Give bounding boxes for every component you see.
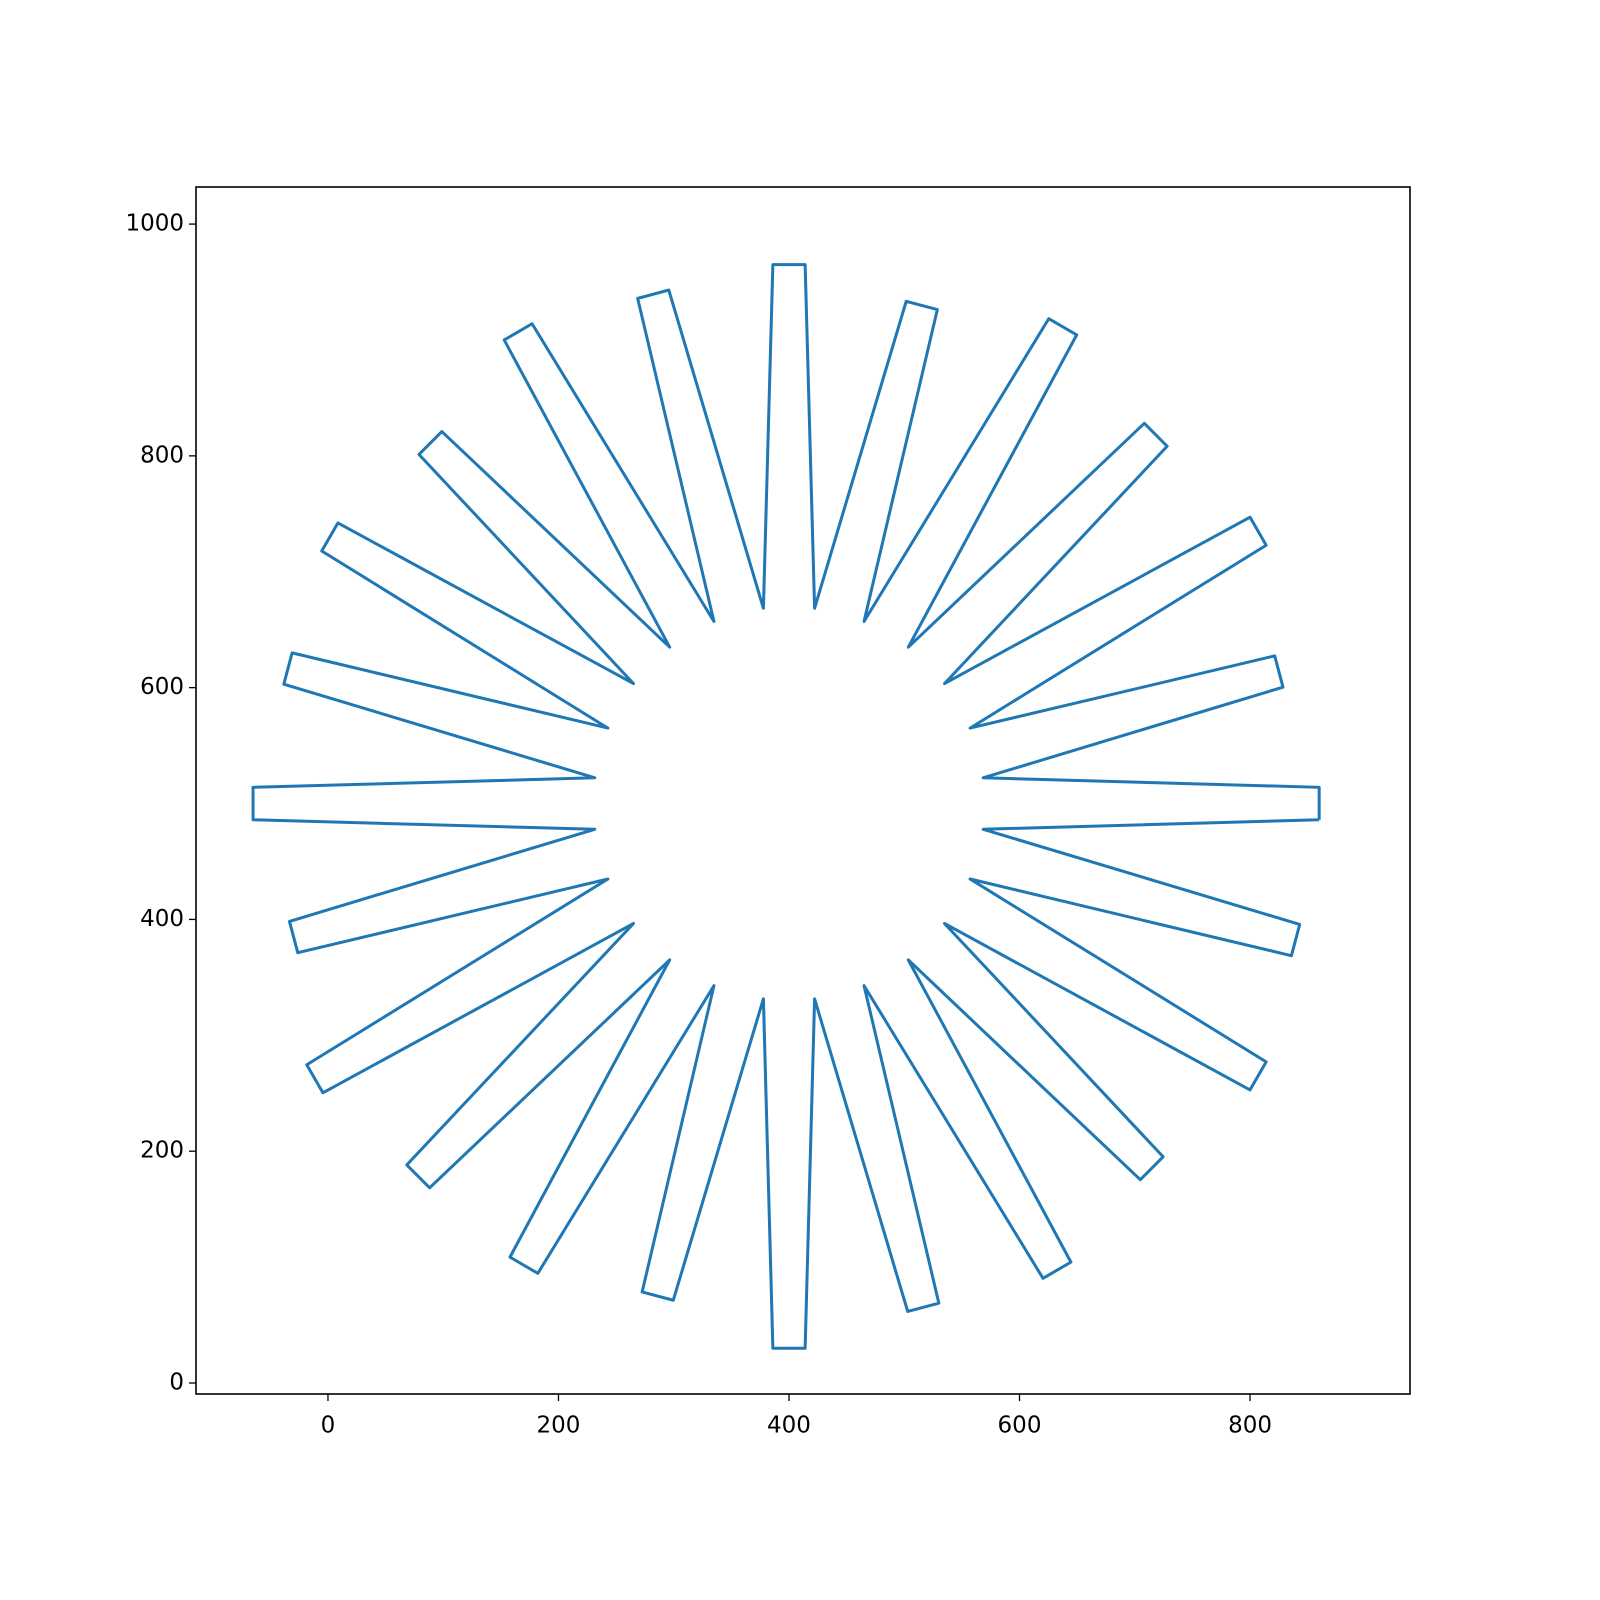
y-tick-label: 0 <box>169 1369 184 1395</box>
y-tick-label: 200 <box>140 1138 184 1164</box>
y-tick-label: 800 <box>140 442 184 468</box>
y-tick-label: 400 <box>140 906 184 932</box>
x-tick-label: 800 <box>1228 1413 1272 1439</box>
x-tick-label: 600 <box>998 1413 1042 1439</box>
plot-frame <box>195 186 1411 1395</box>
x-tick-label: 400 <box>767 1413 811 1439</box>
x-tick-label: 200 <box>537 1413 581 1439</box>
x-tick-label: 0 <box>321 1413 336 1439</box>
y-tick-label: 600 <box>140 674 184 700</box>
y-tick-label: 1000 <box>125 211 184 237</box>
series-line <box>251 263 1321 1350</box>
